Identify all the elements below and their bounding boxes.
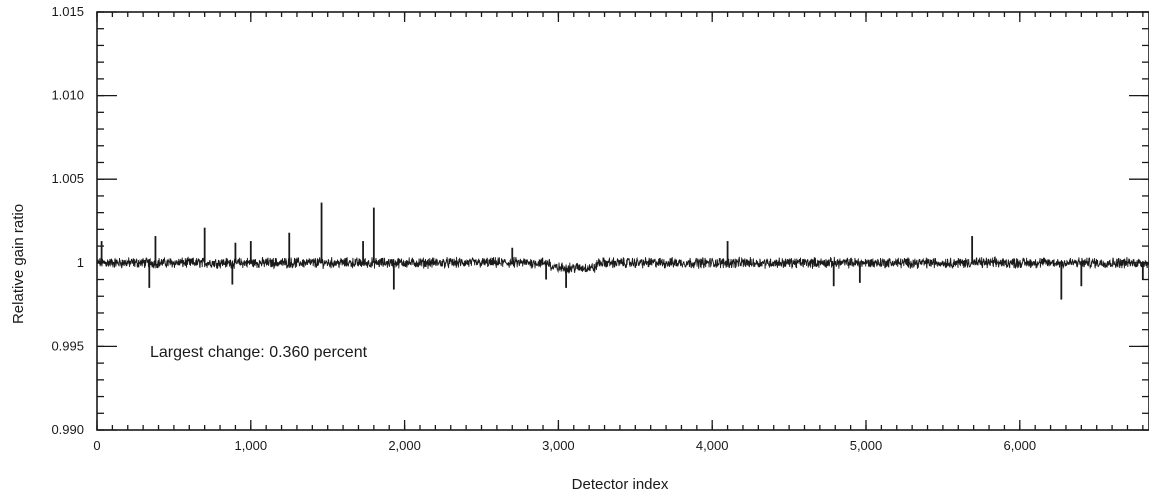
x-tick-label: 4,000 bbox=[696, 438, 729, 453]
series-line bbox=[96, 255, 1149, 274]
x-axis-title: Detector index bbox=[572, 476, 669, 493]
labels-layer: 0 1,000 2,000 3,000 4,000 5,000 6,000 0.990 0.99… bbox=[51, 4, 1036, 453]
series-layer bbox=[96, 202, 1149, 300]
y-tick-label: 1.015 bbox=[51, 4, 84, 19]
x-tick-label: 3,000 bbox=[542, 438, 575, 453]
x-tick-label: 1,000 bbox=[235, 438, 268, 453]
x-tick-label: 6,000 bbox=[1004, 438, 1037, 453]
annotation-largest-change: Largest change: 0.360 percent bbox=[150, 344, 368, 361]
x-tick-label: 5,000 bbox=[850, 438, 883, 453]
y-tick-label: 1.010 bbox=[51, 88, 84, 103]
ticks-layer bbox=[96, 11, 1149, 431]
y-tick-label: 0.990 bbox=[51, 422, 84, 437]
x-tick-label: 0 bbox=[93, 438, 100, 453]
y-tick-label: 0.995 bbox=[51, 338, 84, 353]
y-tick-label: 1.005 bbox=[51, 171, 84, 186]
plot-frame bbox=[96, 11, 1149, 431]
y-axis-title: Relative gain ratio bbox=[10, 204, 27, 324]
y-tick-label: 1 bbox=[77, 255, 84, 270]
x-tick-label: 2,000 bbox=[388, 438, 421, 453]
